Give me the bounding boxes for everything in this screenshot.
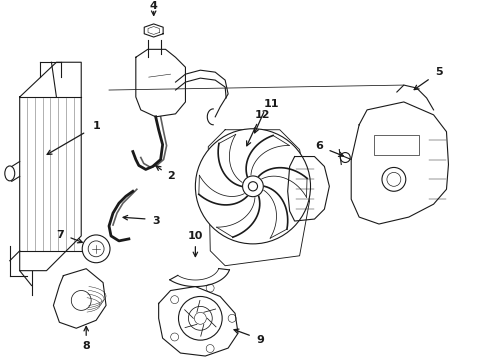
- Circle shape: [206, 345, 214, 352]
- Text: 4: 4: [150, 1, 158, 11]
- Text: 12: 12: [255, 110, 270, 120]
- Text: 8: 8: [82, 341, 90, 351]
- Circle shape: [178, 297, 222, 340]
- Circle shape: [196, 129, 311, 244]
- Circle shape: [340, 153, 350, 162]
- Text: 3: 3: [152, 216, 159, 226]
- Text: 5: 5: [435, 67, 442, 77]
- Bar: [374, 135, 418, 154]
- Text: 1: 1: [92, 121, 100, 131]
- Text: 2: 2: [167, 171, 174, 181]
- Circle shape: [228, 314, 236, 322]
- Circle shape: [195, 312, 206, 324]
- Circle shape: [171, 333, 179, 341]
- Ellipse shape: [5, 166, 15, 181]
- Circle shape: [243, 176, 263, 197]
- Circle shape: [382, 167, 406, 191]
- Circle shape: [72, 291, 91, 310]
- Text: 7: 7: [56, 230, 64, 240]
- Circle shape: [387, 172, 401, 186]
- Circle shape: [82, 235, 110, 263]
- Text: 11: 11: [264, 99, 280, 109]
- Circle shape: [88, 241, 104, 257]
- Text: 10: 10: [188, 231, 203, 241]
- Circle shape: [206, 284, 214, 292]
- Text: 6: 6: [316, 141, 323, 150]
- Text: 9: 9: [256, 335, 264, 345]
- Circle shape: [248, 182, 258, 191]
- Circle shape: [171, 296, 179, 303]
- Circle shape: [189, 306, 212, 330]
